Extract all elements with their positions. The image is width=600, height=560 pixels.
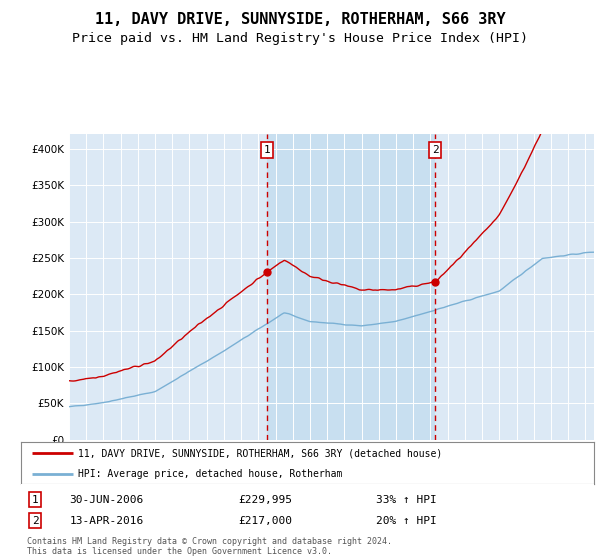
Bar bbox=[267, 134, 435, 440]
Text: 11, DAVY DRIVE, SUNNYSIDE, ROTHERHAM, S66 3RY (detached house): 11, DAVY DRIVE, SUNNYSIDE, ROTHERHAM, S6… bbox=[79, 449, 443, 458]
Text: £217,000: £217,000 bbox=[239, 516, 293, 526]
Text: 33% ↑ HPI: 33% ↑ HPI bbox=[376, 494, 437, 505]
Text: Price paid vs. HM Land Registry's House Price Index (HPI): Price paid vs. HM Land Registry's House … bbox=[72, 32, 528, 45]
Text: £229,995: £229,995 bbox=[239, 494, 293, 505]
Text: 1: 1 bbox=[263, 145, 271, 155]
Text: 1: 1 bbox=[32, 494, 39, 505]
Text: HPI: Average price, detached house, Rotherham: HPI: Average price, detached house, Roth… bbox=[79, 469, 343, 479]
Text: 20% ↑ HPI: 20% ↑ HPI bbox=[376, 516, 437, 526]
Text: Contains HM Land Registry data © Crown copyright and database right 2024.
This d: Contains HM Land Registry data © Crown c… bbox=[27, 536, 392, 556]
Text: 2: 2 bbox=[432, 145, 439, 155]
Text: 11, DAVY DRIVE, SUNNYSIDE, ROTHERHAM, S66 3RY: 11, DAVY DRIVE, SUNNYSIDE, ROTHERHAM, S6… bbox=[95, 12, 505, 27]
Text: 30-JUN-2006: 30-JUN-2006 bbox=[70, 494, 144, 505]
Text: 13-APR-2016: 13-APR-2016 bbox=[70, 516, 144, 526]
Text: 2: 2 bbox=[32, 516, 39, 526]
